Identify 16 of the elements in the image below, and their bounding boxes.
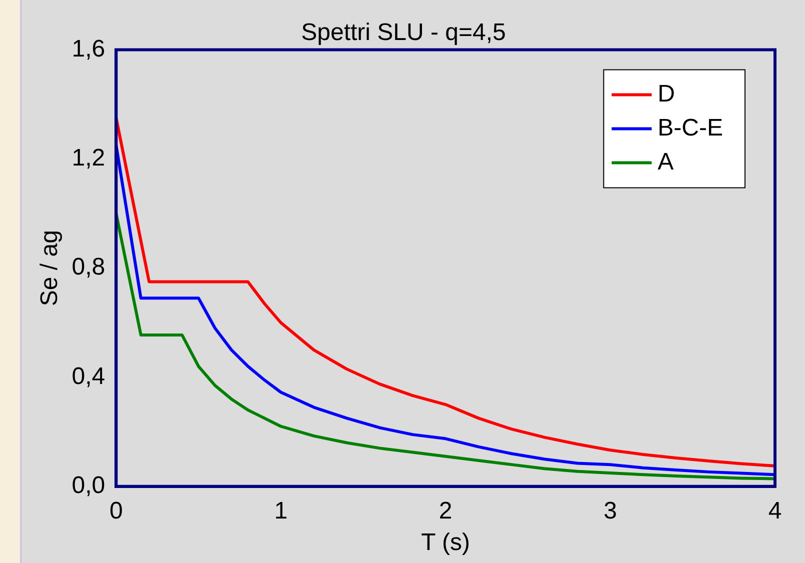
x-tick-label: 3 xyxy=(604,497,617,524)
y-tick-label: 0,4 xyxy=(72,362,106,390)
x-tick-label: 0 xyxy=(109,497,123,524)
x-tick-label: 1 xyxy=(274,497,288,524)
chart-title: Spettri SLU - q=4,5 xyxy=(301,19,506,46)
y-axis-title: Se / ag xyxy=(36,230,64,306)
legend-label: B-C-E xyxy=(658,114,724,142)
legend-label: D xyxy=(658,80,676,108)
y-tick-label: 1,2 xyxy=(72,144,106,172)
x-tick-label: 2 xyxy=(438,497,452,524)
x-tick-label: 4 xyxy=(768,497,782,524)
x-axis-title: T (s) xyxy=(421,529,470,556)
legend-label: A xyxy=(658,148,674,176)
y-tick-label: 0,0 xyxy=(72,472,106,500)
y-tick-label: 1,6 xyxy=(72,35,106,62)
y-tick-label: 0,8 xyxy=(72,254,106,281)
